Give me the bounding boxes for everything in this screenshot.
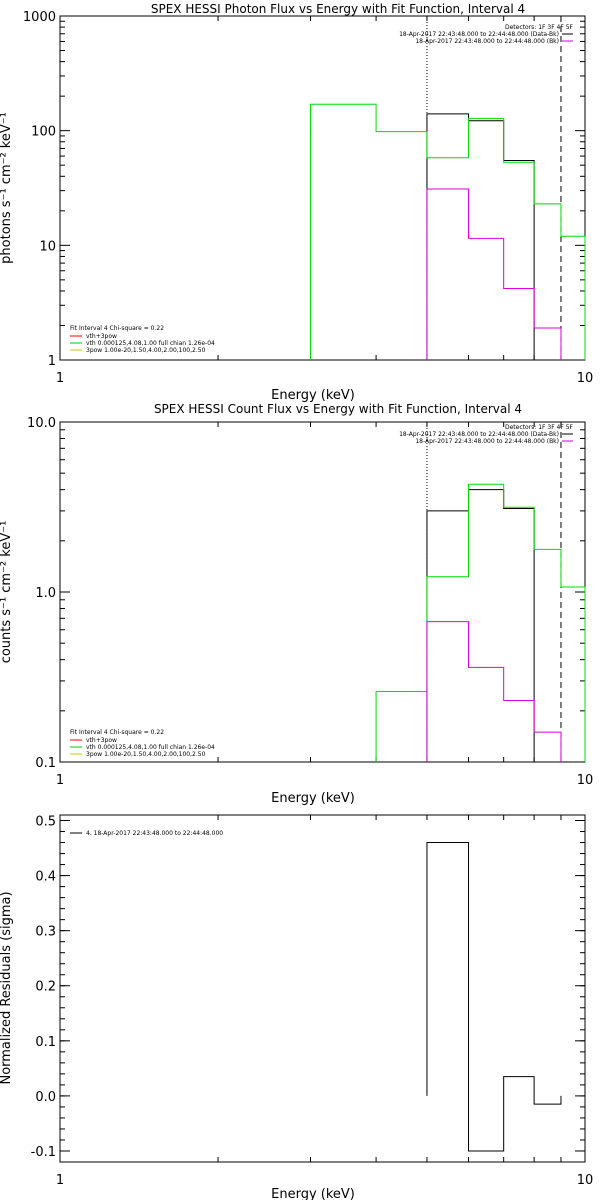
count-flux-legend-bottom: Fit Interval 4 Chi-square = 0.22 vth+3po… bbox=[70, 729, 215, 758]
y-tick-label: 10 bbox=[39, 239, 56, 254]
legend-entry: 18-Apr-2017 22:43:48.000 to 22:44:48.000… bbox=[399, 431, 559, 438]
y-tick-label: 0.3 bbox=[35, 925, 56, 940]
legend-entry: 18-Apr-2017 22:43:48.000 to 22:44:48.000… bbox=[399, 31, 559, 38]
y-tick-label: 10.0 bbox=[27, 416, 56, 431]
residuals-legend: 4. 18-Apr-2017 22:43:48.000 to 22:44:48.… bbox=[70, 830, 223, 837]
count-flux-title: SPEX HESSI Count Flux vs Energy with Fit… bbox=[154, 402, 522, 416]
spectrum-series-2 bbox=[426, 621, 562, 762]
photon-flux-ylabel: photons s⁻¹ cm⁻² keV⁻¹ bbox=[0, 112, 14, 264]
spectrum-series-1 bbox=[375, 483, 586, 762]
legend-entry: vth 0.000125,4.08,1.00 full chian 1.26e-… bbox=[86, 340, 215, 347]
legend-entry: 18-Apr-2017 22:43:48.000 to 22:44:48.000… bbox=[415, 38, 559, 45]
count-flux-frame bbox=[59, 421, 586, 763]
count-flux-marks: 1 10 0.1 1.0 10.0 bbox=[27, 416, 593, 788]
residuals-marks: 1 10 -0.1 0.0 0.1 0.2 0.3 0.4 0.5 bbox=[31, 815, 594, 1188]
spectrum-series-0 bbox=[426, 489, 561, 763]
spectrum-series-2 bbox=[426, 188, 562, 360]
count-flux-xlabel: Energy (keV) bbox=[271, 791, 355, 806]
x-tick-label: 1 bbox=[56, 1173, 64, 1188]
x-tick-label: 1 bbox=[56, 773, 64, 788]
legend-entry: 3pow 1.00e-20,1.50,4.00,2.00,100,2.50 bbox=[86, 751, 206, 758]
legend-entry: vth+3pow bbox=[86, 737, 117, 744]
residuals-frame bbox=[59, 814, 586, 1163]
legend-entry: 4. 18-Apr-2017 22:43:48.000 to 22:44:48.… bbox=[86, 830, 223, 837]
y-tick-label: 0.0 bbox=[35, 1090, 56, 1105]
legend-header: Detectors: 1F 3F 4F 5F bbox=[505, 24, 574, 31]
y-tick-label: 1 bbox=[48, 354, 56, 369]
spectrum-series-0 bbox=[426, 113, 561, 361]
count-flux-panel: SPEX HESSI Count Flux vs Energy with Fit… bbox=[0, 402, 593, 806]
y-tick-label: -0.1 bbox=[31, 1145, 56, 1160]
photon-flux-legend-top: Detectors: 1F 3F 4F 5F 18-Apr-2017 22:43… bbox=[399, 24, 573, 45]
y-tick-label: 0.1 bbox=[35, 756, 56, 771]
residuals-xlabel: Energy (keV) bbox=[271, 1187, 355, 1200]
residuals-ylabel: Normalized Residuals (sigma) bbox=[0, 891, 14, 1084]
photon-flux-panel: SPEX HESSI Photon Flux vs Energy with Fi… bbox=[0, 2, 593, 403]
legend-entry: vth 0.000125,4.08,1.00 full chian 1.26e-… bbox=[86, 744, 215, 751]
count-flux-legend-top: Detectors: 1F 3F 4F 5F 18-Apr-2017 22:43… bbox=[399, 424, 573, 445]
legend-header: Fit Interval 4 Chi-square = 0.22 bbox=[70, 729, 164, 736]
y-tick-label: 0.4 bbox=[35, 870, 56, 885]
y-tick-label: 1.0 bbox=[35, 586, 56, 601]
count-flux-ylabel: counts s⁻¹ cm⁻² keV⁻¹ bbox=[0, 521, 14, 664]
y-tick-label: 1000 bbox=[23, 10, 56, 25]
x-tick-label: 10 bbox=[577, 1173, 594, 1188]
photon-flux-frame bbox=[59, 15, 586, 361]
y-tick-label: 0.1 bbox=[35, 1035, 56, 1050]
y-tick-label: 0.5 bbox=[35, 815, 56, 830]
spectrum-series-0 bbox=[426, 842, 562, 1152]
y-tick-label: 100 bbox=[31, 125, 56, 140]
photon-flux-marks: 1 10 1 10 100 1000 bbox=[23, 10, 593, 386]
spectrum-series-1 bbox=[309, 103, 586, 360]
legend-entry: 3pow 1.00e-20,1.50,4.00,2.00,100,2.50 bbox=[86, 347, 206, 354]
photon-flux-xlabel: Energy (keV) bbox=[271, 388, 355, 403]
legend-entry: 18-Apr-2017 22:43:48.000 to 22:44:48.000… bbox=[415, 438, 559, 445]
legend-entry: vth+3pow bbox=[86, 333, 117, 340]
photon-flux-legend-bottom: Fit Interval 4 Chi-square = 0.22 vth+3po… bbox=[70, 325, 215, 354]
y-tick-label: 0.2 bbox=[35, 980, 56, 995]
residuals-panel: 1 10 -0.1 0.0 0.1 0.2 0.3 0.4 0.5 Energy (keV) N… bbox=[0, 814, 594, 1200]
legend-header: Detectors: 1F 3F 4F 5F bbox=[505, 424, 574, 431]
x-tick-label: 1 bbox=[56, 371, 64, 386]
x-tick-label: 10 bbox=[577, 773, 594, 788]
x-tick-label: 10 bbox=[577, 371, 594, 386]
photon-flux-title: SPEX HESSI Photon Flux vs Energy with Fi… bbox=[151, 2, 525, 16]
legend-header: Fit Interval 4 Chi-square = 0.22 bbox=[70, 325, 164, 332]
